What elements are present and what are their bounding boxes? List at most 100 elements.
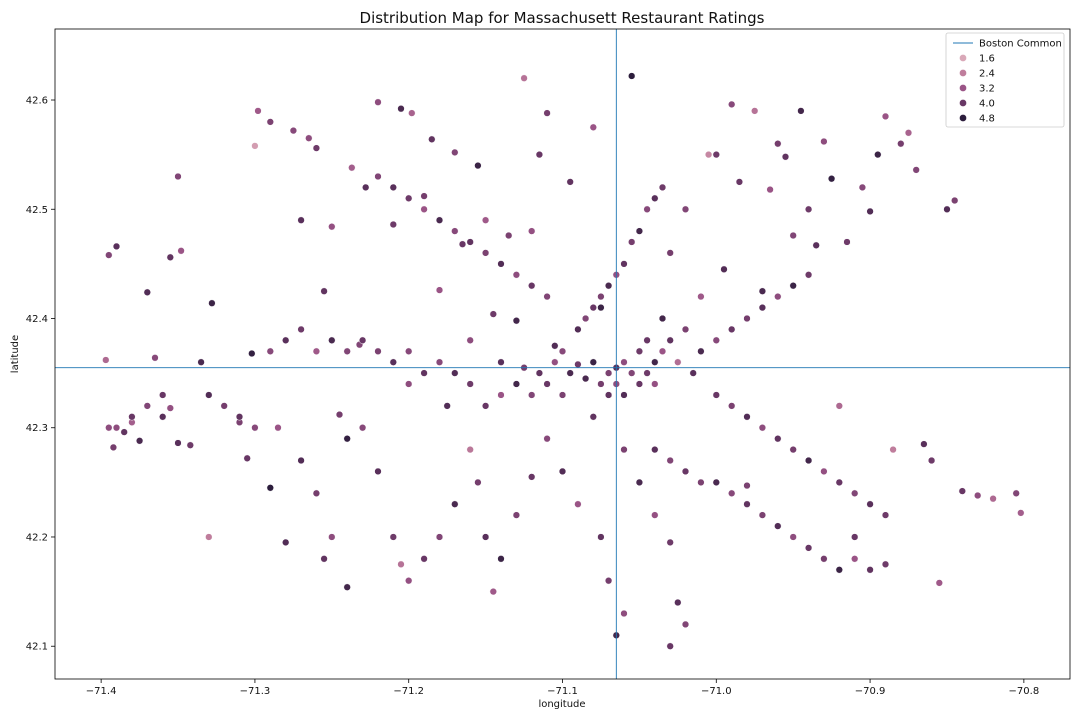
data-point <box>328 223 336 231</box>
data-point <box>789 231 797 240</box>
data-point <box>159 413 167 421</box>
y-tick-label: 42.4 <box>26 314 48 325</box>
data-point <box>362 183 370 192</box>
data-point <box>543 109 551 117</box>
data-point <box>374 172 382 181</box>
data-point <box>951 196 959 205</box>
data-point <box>266 484 274 492</box>
data-point <box>543 380 551 388</box>
data-point <box>774 140 782 148</box>
data-point <box>558 347 567 355</box>
data-point <box>458 240 467 248</box>
data-point <box>943 205 951 213</box>
data-point <box>635 380 644 388</box>
data-point <box>512 271 521 279</box>
data-point <box>820 555 828 563</box>
data-point <box>174 172 182 181</box>
reference-lines <box>55 29 1070 679</box>
data-point <box>774 435 782 443</box>
data-point <box>835 478 843 487</box>
data-point <box>989 495 997 503</box>
data-point <box>851 533 859 541</box>
data-point <box>581 314 590 323</box>
y-tick-label: 42.2 <box>26 532 48 543</box>
data-point <box>604 391 613 399</box>
legend-swatch <box>959 69 967 77</box>
data-point <box>851 555 859 563</box>
legend-label: 1.6 <box>979 54 995 65</box>
data-point <box>704 150 713 159</box>
data-point <box>243 454 251 462</box>
data-point <box>904 129 913 137</box>
data-point <box>102 356 110 364</box>
data-point <box>820 137 828 146</box>
data-point <box>643 369 651 377</box>
data-point <box>789 533 797 541</box>
data-point <box>177 247 185 255</box>
data-point <box>897 140 905 148</box>
data-point <box>804 456 813 465</box>
data-point <box>481 216 490 224</box>
y-axis-label: latitude <box>10 335 21 373</box>
data-point <box>651 194 659 202</box>
data-point <box>151 354 159 362</box>
data-point <box>112 242 121 251</box>
data-point <box>520 74 528 82</box>
data-point <box>681 325 690 334</box>
data-point <box>589 358 597 366</box>
data-point <box>589 413 597 421</box>
data-point <box>958 487 966 495</box>
data-point <box>758 287 767 295</box>
data-point <box>543 292 551 301</box>
y-tick-label: 42.5 <box>26 205 48 216</box>
data-point <box>328 336 336 344</box>
data-point <box>681 467 690 476</box>
y-tick-label: 42.1 <box>26 642 48 653</box>
data-point <box>343 347 351 355</box>
data-point <box>512 380 521 388</box>
data-point <box>451 369 459 377</box>
data-point <box>651 358 659 366</box>
data-point <box>604 577 613 585</box>
data-point <box>712 391 720 399</box>
legend-label: 3.2 <box>979 84 995 95</box>
data-point <box>405 380 413 388</box>
data-point <box>712 336 720 344</box>
data-point <box>881 112 890 121</box>
data-point <box>248 349 256 358</box>
data-point <box>374 467 382 476</box>
data-point <box>558 467 567 476</box>
legend-swatch <box>959 84 967 92</box>
data-point <box>358 336 367 344</box>
data-point <box>235 413 244 421</box>
data-point <box>297 325 305 334</box>
data-point <box>535 150 544 159</box>
data-point <box>827 175 836 183</box>
data-point <box>589 303 597 312</box>
data-point <box>643 336 651 344</box>
data-point <box>166 253 174 261</box>
data-point <box>497 260 505 268</box>
data-point <box>628 238 636 246</box>
data-point <box>497 391 505 399</box>
data-point <box>797 107 805 115</box>
legend-label: 4.8 <box>979 114 995 125</box>
legend-swatch <box>959 54 967 62</box>
data-point <box>435 286 444 294</box>
data-point <box>443 402 451 410</box>
data-point <box>758 424 767 432</box>
data-point <box>697 347 705 355</box>
data-point <box>143 402 151 410</box>
data-point <box>489 310 497 318</box>
data-point <box>620 358 628 366</box>
data-point <box>866 500 874 508</box>
data-point <box>835 566 843 574</box>
data-point <box>597 292 605 301</box>
data-point <box>820 467 828 476</box>
data-point <box>174 439 182 447</box>
data-point <box>666 249 674 257</box>
data-point <box>135 437 144 445</box>
legend-label: 2.4 <box>979 69 995 80</box>
data-point <box>728 100 736 109</box>
